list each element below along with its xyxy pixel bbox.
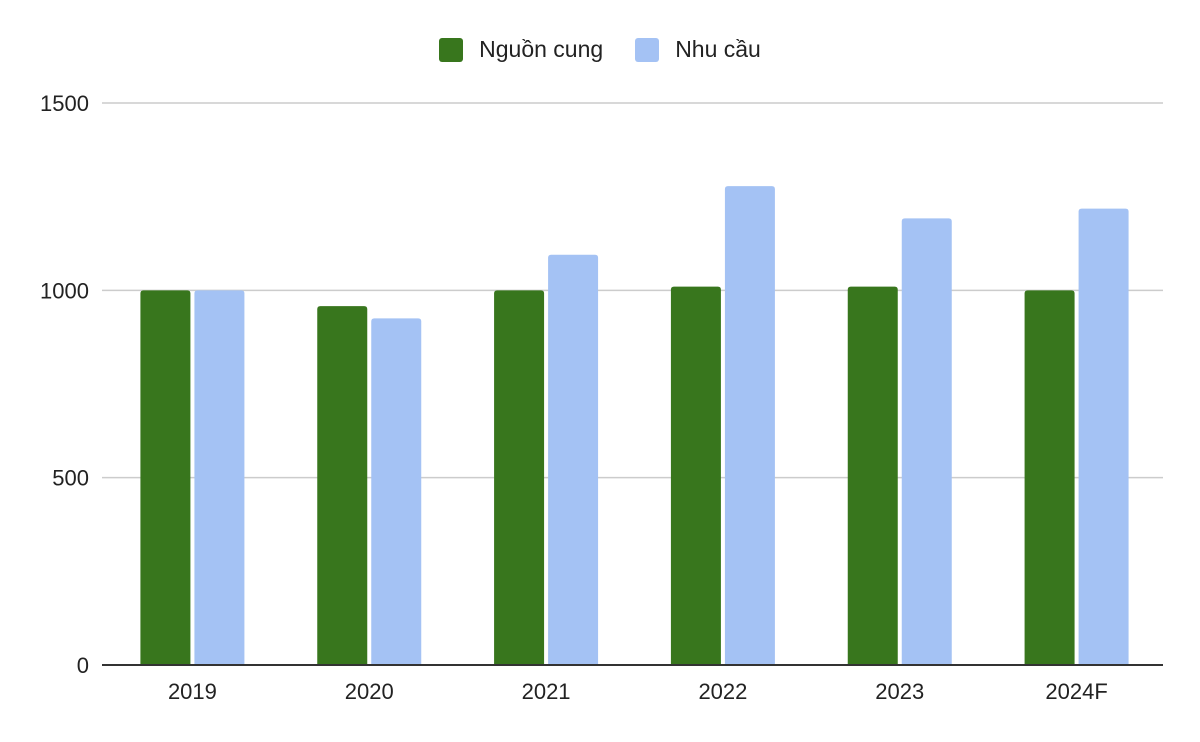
- y-tick-label: 1000: [40, 278, 89, 303]
- x-tick-label: 2022: [698, 679, 747, 704]
- legend-item-demand[interactable]: Nhu cầu: [635, 36, 761, 63]
- bar-demand: [371, 318, 422, 665]
- legend-swatch-supply: [439, 37, 464, 62]
- bar-supply: [670, 286, 721, 665]
- legend-item-supply[interactable]: Nguồn cung: [439, 36, 603, 63]
- x-tick-label: 2019: [168, 679, 217, 704]
- x-tick-label: 2020: [345, 679, 394, 704]
- bar-supply: [140, 290, 191, 665]
- x-tick-label: 2023: [875, 679, 924, 704]
- legend: Nguồn cung Nhu cầu: [0, 36, 1200, 63]
- bar-supply: [317, 306, 368, 665]
- bar-demand: [724, 186, 775, 665]
- y-tick-label: 500: [52, 466, 89, 491]
- legend-swatch-demand: [635, 37, 660, 62]
- bar-supply: [1024, 290, 1075, 665]
- y-tick-label: 1500: [40, 91, 89, 116]
- legend-label-demand: Nhu cầu: [675, 36, 761, 62]
- bar-demand: [194, 290, 245, 665]
- bar-supply: [847, 286, 898, 665]
- legend-label-supply: Nguồn cung: [479, 36, 604, 62]
- x-tick-label: 2024F: [1045, 679, 1107, 704]
- bar-demand: [548, 254, 599, 666]
- bar-supply: [494, 290, 545, 665]
- bar-demand: [1078, 208, 1129, 665]
- y-tick-label: 0: [77, 653, 89, 678]
- bar-demand: [901, 218, 952, 665]
- x-tick-label: 2021: [522, 679, 571, 704]
